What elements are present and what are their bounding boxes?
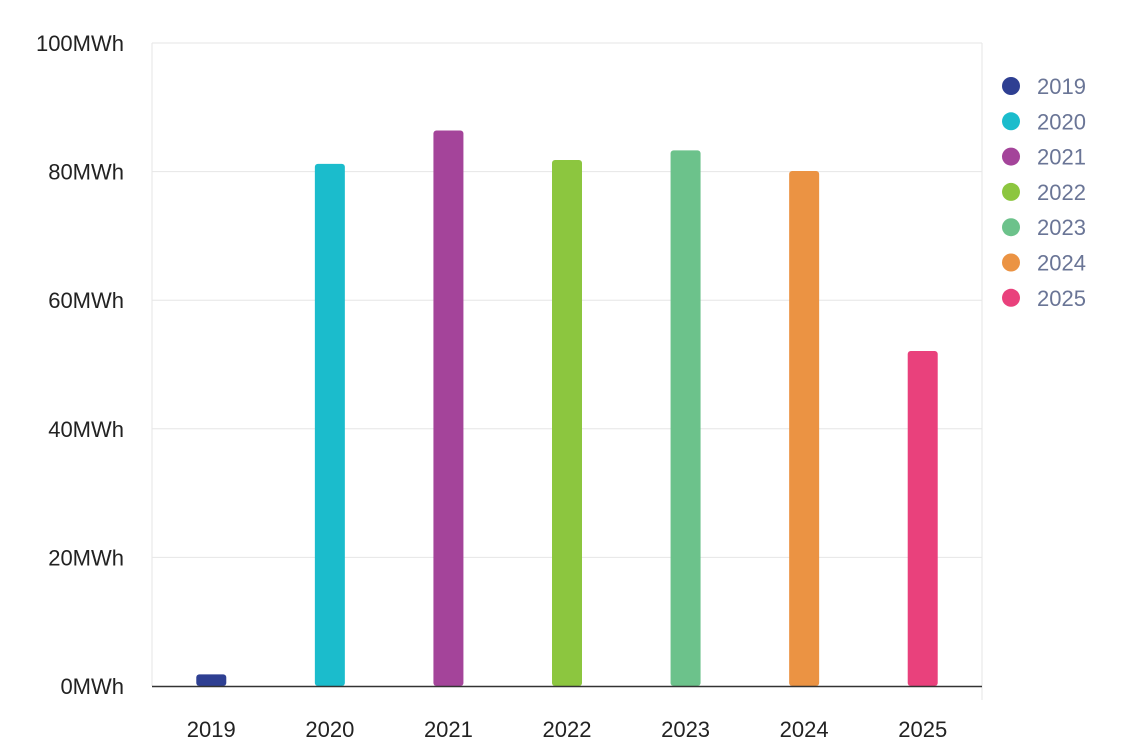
y-tick-label: 80MWh xyxy=(48,160,124,185)
legend: 2019 2020 2021 2022 2023 2024 2025 xyxy=(1002,74,1086,311)
y-tick-label: 40MWh xyxy=(48,417,124,442)
legend-label: 2022 xyxy=(1037,180,1086,205)
y-tick-label: 60MWh xyxy=(48,288,124,313)
axes xyxy=(151,43,983,700)
x-tick-label: 2020 xyxy=(305,717,354,742)
legend-marker-2023 xyxy=(1002,218,1020,237)
x-tick-label: 2025 xyxy=(898,717,947,742)
legend-marker-2019 xyxy=(1002,77,1020,95)
x-tick-label: 2021 xyxy=(424,717,473,742)
bar-2019 xyxy=(196,674,227,686)
legend-label: 2025 xyxy=(1037,286,1086,311)
bars xyxy=(196,130,938,687)
legend-label: 2021 xyxy=(1037,145,1086,170)
x-axis-ticks: 2019 2020 2021 2022 2023 2024 2025 xyxy=(187,717,947,742)
legend-marker-2022 xyxy=(1002,182,1020,201)
x-tick-label: 2023 xyxy=(661,717,710,742)
legend-label: 2024 xyxy=(1037,251,1086,276)
legend-label: 2020 xyxy=(1037,109,1086,134)
legend-label: 2019 xyxy=(1037,74,1086,99)
legend-marker-2024 xyxy=(1002,253,1020,272)
legend-label: 2023 xyxy=(1037,215,1086,240)
bar-2022 xyxy=(552,160,582,686)
bar-2023 xyxy=(670,150,701,687)
y-tick-label: 0MWh xyxy=(60,674,124,699)
x-tick-label: 2024 xyxy=(780,717,829,742)
bar-2024 xyxy=(789,170,820,686)
bar-2020 xyxy=(314,163,345,686)
bar-2021 xyxy=(433,130,464,686)
bar-2025 xyxy=(907,350,938,686)
legend-marker-2020 xyxy=(1002,112,1020,131)
legend-marker-2025 xyxy=(1002,288,1020,307)
y-tick-label: 20MWh xyxy=(48,545,124,570)
x-tick-label: 2022 xyxy=(543,717,592,742)
y-tick-label: 100MWh xyxy=(36,31,124,56)
legend-marker-2021 xyxy=(1002,147,1020,166)
y-axis-ticks: 0MWh 20MWh 40MWh 60MWh 80MWh 100MWh xyxy=(36,31,124,699)
x-tick-label: 2019 xyxy=(187,717,236,742)
